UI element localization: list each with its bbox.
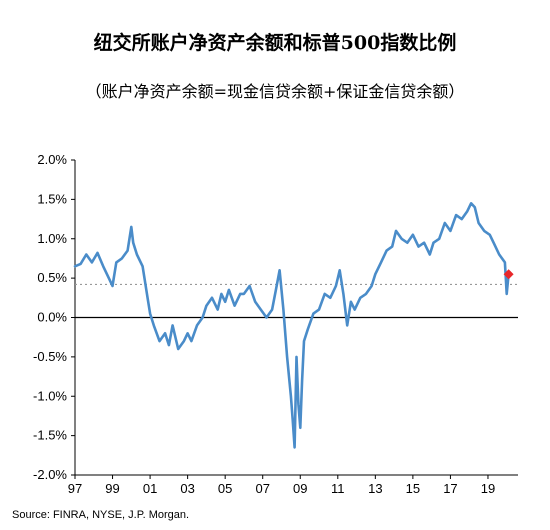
x-tick-label: 01 [143,481,157,496]
chart-title: 纽交所账户净资产余额和标普500指数比例 [93,32,457,54]
chart-subtitle: （账户净资产余额=现金信贷余额+保证金信贷余额） [85,82,465,101]
y-tick-label: 2.0% [37,152,67,167]
end-point-diamond [503,269,514,280]
series-lines [73,202,510,449]
y-tick-label: 1.0% [37,231,67,246]
y-tick-label: 0.5% [37,270,67,285]
series-line [73,202,510,449]
end-markers [503,269,514,280]
chart-axes [74,160,518,476]
x-tick-label: 07 [255,481,269,496]
y-tick-label: -1.0% [33,388,67,403]
x-tick-label: 17 [443,481,457,496]
x-tick-label: 09 [293,481,307,496]
source-note: Source: FINRA, NYSE, J.P. Morgan. [12,509,190,521]
y-tick-label: 0.0% [37,310,67,325]
y-tick-label: -1.5% [33,428,67,443]
y-axis-ticks: 2.0% 1.5% 1.0% 0.5% 0.0% -0.5% -1.0% -1.5% -2.0% [33,152,75,482]
x-tick-label: 03 [180,481,194,496]
x-tick-label: 19 [481,481,495,496]
x-tick-label: 11 [331,481,345,496]
x-tick-label: 05 [218,481,232,496]
x-tick-label: 15 [406,481,420,496]
x-axis-ticks: 97 99 01 03 05 07 09 11 13 15 17 19 [68,475,495,496]
y-tick-label: 1.5% [37,191,67,206]
y-tick-label: -2.0% [33,467,67,482]
x-tick-label: 99 [105,481,119,496]
x-tick-label: 97 [68,481,82,496]
y-tick-label: -0.5% [33,349,67,364]
x-tick-label: 13 [368,481,382,496]
